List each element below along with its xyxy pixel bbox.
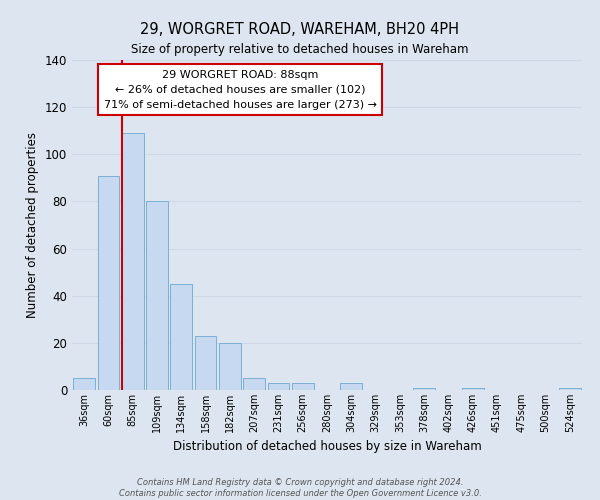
Bar [170, 284, 192, 390]
Bar [559, 388, 581, 390]
Bar [122, 133, 143, 390]
Bar [340, 383, 362, 390]
Bar [73, 378, 95, 390]
X-axis label: Distribution of detached houses by size in Wareham: Distribution of detached houses by size … [173, 440, 481, 454]
Bar [219, 343, 241, 390]
Y-axis label: Number of detached properties: Number of detached properties [26, 132, 39, 318]
Bar [194, 336, 217, 390]
Text: 29 WORGRET ROAD: 88sqm
← 26% of detached houses are smaller (102)
71% of semi-de: 29 WORGRET ROAD: 88sqm ← 26% of detached… [104, 70, 377, 110]
Bar [462, 388, 484, 390]
Bar [146, 202, 168, 390]
Text: 29, WORGRET ROAD, WAREHAM, BH20 4PH: 29, WORGRET ROAD, WAREHAM, BH20 4PH [140, 22, 460, 38]
Bar [292, 383, 314, 390]
Bar [268, 383, 289, 390]
Text: Size of property relative to detached houses in Wareham: Size of property relative to detached ho… [131, 42, 469, 56]
Bar [97, 176, 119, 390]
Text: Contains HM Land Registry data © Crown copyright and database right 2024.
Contai: Contains HM Land Registry data © Crown c… [119, 478, 481, 498]
Bar [413, 388, 435, 390]
Bar [243, 378, 265, 390]
